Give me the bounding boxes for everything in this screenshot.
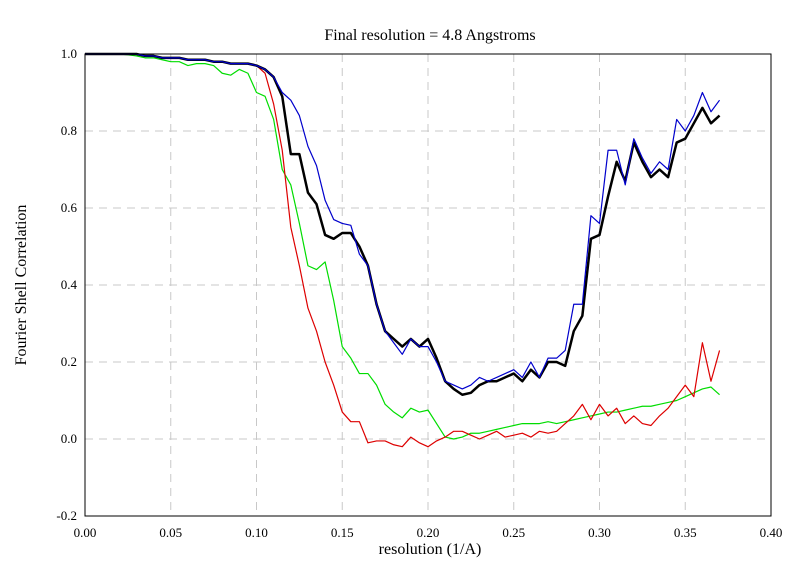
x-axis-label: resolution (1/A) (379, 541, 482, 558)
series-line (85, 53, 721, 390)
x-tick-label: 0.15 (331, 525, 354, 540)
chart-title: Final resolution = 4.8 Angstroms (324, 27, 535, 44)
y-tick-label: -0.2 (56, 508, 77, 523)
plot-frame (84, 53, 772, 517)
y-tick-label: 0.0 (61, 431, 77, 446)
series-line (85, 53, 720, 440)
plot-lines (85, 52, 721, 448)
y-tick-label: 0.2 (61, 354, 77, 369)
x-tick-label: 0.00 (74, 525, 97, 540)
x-tick-label: 0.30 (588, 525, 611, 540)
series-line (85, 53, 721, 448)
y-tick-label: 0.6 (61, 200, 78, 215)
x-tick-label: 0.25 (502, 525, 525, 540)
y-axis-label: Fourier Shell Correlation (13, 205, 30, 366)
x-tick-label: 0.10 (245, 525, 268, 540)
x-tick-label: 0.05 (159, 525, 182, 540)
x-tick-label: 0.20 (417, 525, 440, 540)
y-tick-label: 0.4 (61, 277, 78, 292)
x-tick-label: 0.40 (760, 525, 783, 540)
y-tick-label: 1.0 (61, 46, 77, 61)
y-tick-label: 0.8 (61, 123, 77, 138)
series-line (85, 52, 721, 396)
x-tick-label: 0.35 (674, 525, 697, 540)
